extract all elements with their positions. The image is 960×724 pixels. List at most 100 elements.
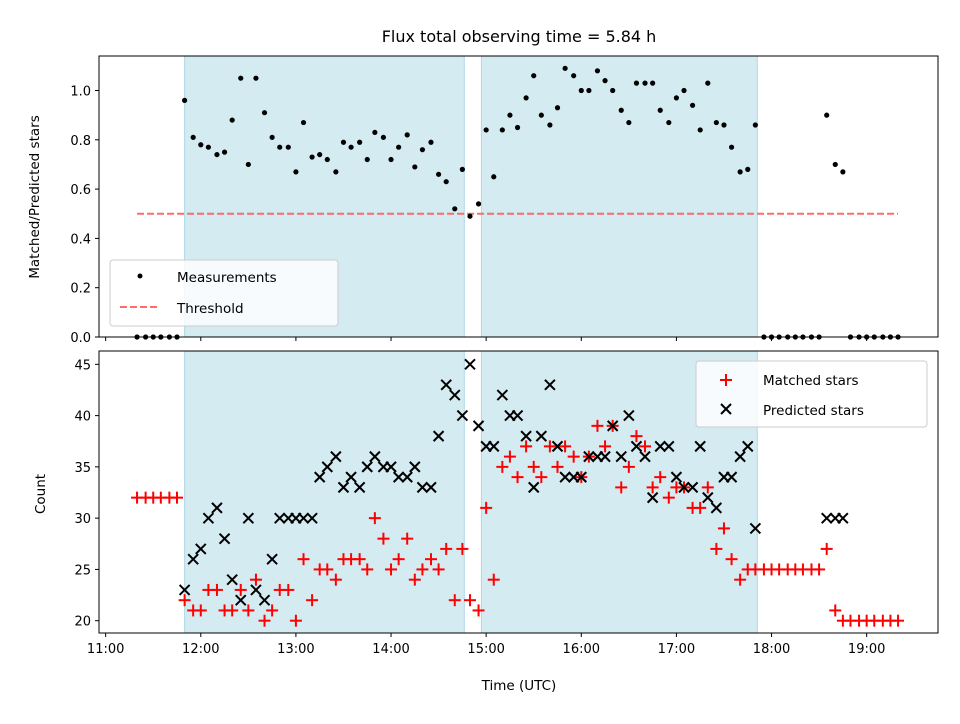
- matched-star-point: [472, 604, 485, 617]
- matched-star-point: [543, 440, 556, 453]
- matched-star-point: [496, 460, 509, 473]
- x-tick-label: 14:00: [372, 642, 409, 657]
- bottom-y-axis-label: Count: [33, 474, 49, 514]
- predicted-star-point: [615, 450, 627, 463]
- measurement-point: [554, 105, 561, 111]
- y-tick-label: 30: [74, 512, 91, 527]
- measurement-point: [705, 80, 711, 86]
- measurement-point: [348, 144, 354, 150]
- predicted-star-point: [345, 471, 357, 483]
- legend-predicted-label: Predicted stars: [763, 403, 864, 419]
- measurement-point: [190, 134, 196, 140]
- matched-star-point: [487, 573, 500, 586]
- predicted-star-point: [401, 471, 413, 483]
- measurement-point: [293, 169, 299, 175]
- predicted-star-point: [520, 430, 532, 442]
- matched-star-point: [266, 604, 279, 617]
- measurement-point: [618, 107, 624, 113]
- x-tick-label: 18:00: [753, 642, 790, 657]
- matched-star-point: [329, 573, 342, 586]
- matched-star-point: [321, 563, 334, 576]
- bottom-axes-frame: [98, 350, 939, 634]
- x-tick-label: 11:00: [87, 642, 124, 657]
- predicted-star-point: [544, 379, 556, 391]
- measurement-point: [324, 156, 330, 163]
- predicted-star-point: [266, 553, 278, 565]
- predicted-star-point: [456, 409, 469, 422]
- matched-star-point: [297, 553, 310, 566]
- predicted-star-point: [464, 358, 476, 371]
- predicted-star-point: [195, 543, 207, 555]
- matched-star-point: [829, 604, 842, 617]
- matched-star-point: [385, 563, 398, 576]
- predicted-star-point: [449, 389, 461, 401]
- matched-star-point: [306, 594, 319, 607]
- measurement-point: [404, 132, 410, 138]
- measurement-point: [428, 139, 434, 145]
- matched-star-point: [210, 583, 223, 596]
- y-tick-label: 0.2: [70, 282, 91, 297]
- predicted-star-point: [242, 512, 255, 524]
- measurement-point: [340, 139, 347, 145]
- measurement-point: [571, 73, 577, 79]
- x-tick-label: 16:00: [563, 642, 600, 657]
- predicted-star-point: [218, 532, 231, 545]
- predicted-star-point: [646, 491, 659, 504]
- predicted-star-point: [630, 440, 643, 453]
- y-tick-label: 0.8: [70, 134, 91, 149]
- matched-star-point: [820, 542, 833, 555]
- matched-star-point: [194, 604, 207, 617]
- matched-star-point: [456, 542, 469, 555]
- measurement-point: [538, 112, 544, 118]
- measurement-point: [626, 119, 632, 126]
- measurement-point: [824, 112, 830, 118]
- measurement-point: [269, 134, 275, 140]
- y-tick-label: 45: [74, 358, 91, 373]
- matched-star-point: [377, 532, 390, 545]
- matched-star-point: [353, 553, 366, 566]
- measurement-point: [317, 151, 323, 158]
- matched-star-point: [401, 532, 414, 545]
- predicted-star-point: [202, 512, 215, 524]
- matched-star-point: [289, 614, 302, 627]
- matched-star-point: [448, 594, 461, 607]
- predicted-star-point: [250, 584, 262, 596]
- predicted-star-point: [440, 379, 452, 391]
- predicted-star-point: [385, 461, 397, 473]
- measurement-point: [475, 201, 482, 207]
- predicted-star-point: [330, 450, 342, 463]
- bottom-panel: 20 25 30 35 40 45 11:00 12:00 13:00 14:00 15:00 16:…: [74, 350, 939, 657]
- y-tick-label: 40: [74, 410, 91, 425]
- measurement-point: [309, 154, 315, 160]
- predicted-star-point: [749, 522, 762, 535]
- matched-star-point: [892, 614, 905, 627]
- y-tick-label: 25: [74, 563, 91, 578]
- predicted-star-point: [235, 594, 247, 606]
- predicted-star-point: [353, 481, 366, 494]
- predicted-star-point: [313, 471, 326, 483]
- predicted-star-point: [639, 450, 651, 463]
- measurement-point: [547, 122, 553, 128]
- predicted-star-point: [369, 450, 381, 463]
- matched-star-point: [615, 481, 628, 494]
- x-tick-label: 12:00: [182, 642, 219, 657]
- measurement-point: [586, 87, 592, 94]
- predicted-star-point: [742, 440, 754, 453]
- predicted-star-point: [432, 430, 445, 442]
- measurement-point: [681, 87, 687, 94]
- measurement-point: [514, 124, 521, 131]
- measurement-point: [657, 107, 663, 113]
- measurement-point: [357, 139, 363, 145]
- predicted-star-point: [178, 584, 191, 596]
- matched-star-point: [520, 440, 533, 453]
- measurement-point: [483, 127, 489, 133]
- matched-star-point: [234, 583, 247, 596]
- measurement-point: [752, 122, 758, 128]
- matched-star-point: [258, 614, 271, 627]
- predicted-star-point: [392, 471, 405, 483]
- legend-measurements-threshold: Measurements Threshold: [109, 259, 339, 327]
- predicted-star-point: [321, 461, 334, 473]
- matched-star-point: [694, 501, 707, 514]
- measurement-point: [285, 144, 291, 150]
